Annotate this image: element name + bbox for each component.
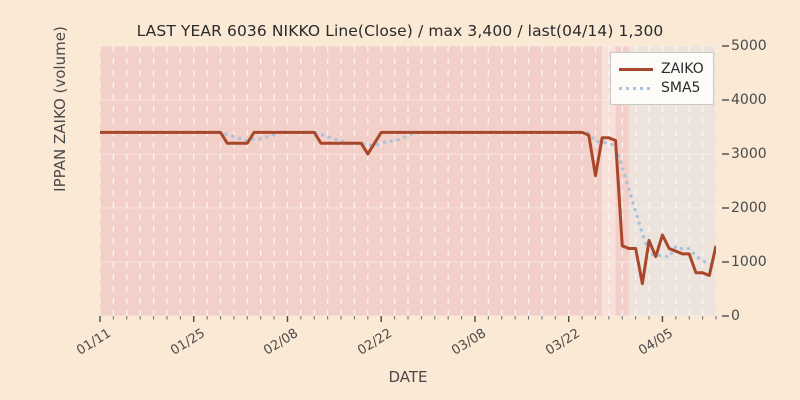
y-tick-label: 4000 [731,92,767,108]
y-tick-label: 0 [731,308,740,324]
legend-dotted-line-icon [619,81,653,95]
legend-label-sma5: SMA5 [661,79,701,96]
legend-item-sma5[interactable]: SMA5 [619,78,705,97]
x-axis-label: DATE [388,368,428,386]
legend-solid-line-icon [619,62,653,76]
y-axis-label: IPPAN ZAIKO (volume) [51,26,69,192]
legend-item-zaiko[interactable]: ZAIKO [619,59,705,78]
y-tick-label: 1000 [731,254,767,270]
y-tick-label: 5000 [731,38,767,54]
chart-legend[interactable]: ZAIKO SMA5 [610,52,714,105]
chart-title: LAST YEAR 6036 NIKKO Line(Close) / max 3… [136,22,664,40]
y-tick-label: 2000 [731,200,767,216]
legend-label-zaiko: ZAIKO [661,60,704,77]
y-tick-label: 3000 [731,146,767,162]
